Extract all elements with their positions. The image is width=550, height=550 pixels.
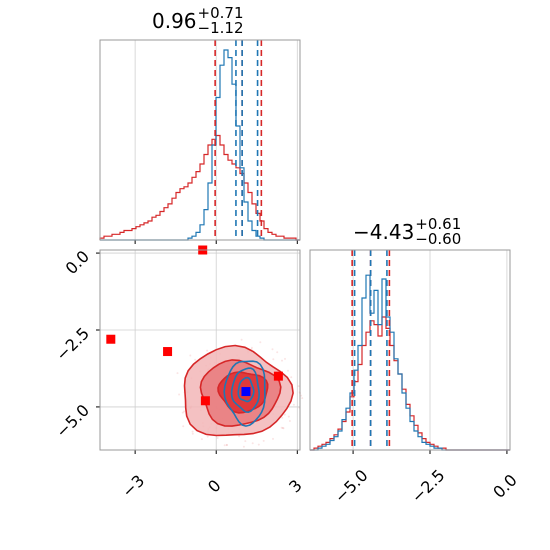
joint-sample-point [300, 394, 303, 397]
joint-sample-point [244, 440, 247, 443]
joint-x-label-0: −3 [118, 471, 148, 501]
joint-sample-point [206, 435, 209, 438]
param0-title-plus: +0.71 [197, 4, 244, 22]
joint-blue-marker-0 [241, 387, 251, 397]
joint-sample-point [281, 359, 283, 362]
joint-sample-point [292, 403, 295, 406]
joint-sample-point [191, 430, 194, 433]
joint-sample-point [287, 415, 290, 418]
joint-sample-point [251, 442, 254, 445]
param0-title-errors: +0.71 −1.12 [198, 6, 244, 36]
joint-sample-point [182, 425, 185, 428]
joint-sample-point [272, 358, 275, 361]
joint-blue-contour-2 [237, 376, 255, 403]
joint-sample-point [281, 427, 284, 429]
hist1-red-series [310, 316, 510, 451]
joint-sample-point [281, 416, 284, 419]
joint-sample-point [176, 372, 179, 375]
joint-sample-point [242, 445, 245, 448]
joint-sample-point [181, 411, 184, 414]
joint-sample-point [225, 444, 228, 447]
hist1-blue-series [310, 274, 510, 451]
joint-blue-contour-0 [223, 360, 266, 427]
joint-sample-point [250, 346, 253, 349]
param0-title-median: 0.96 [152, 9, 197, 33]
param0-title: 0.96 +0.71 −1.12 [152, 6, 244, 36]
param1-title-plus: +0.61 [415, 215, 462, 233]
hist1-x-label-1: −2.5 [408, 466, 449, 507]
joint-sample-point [276, 351, 279, 354]
joint-red-marker-2 [163, 347, 173, 357]
joint-sample-point [288, 420, 291, 422]
joint-y-label-2: −5.0 [52, 401, 93, 442]
joint-sample-point [178, 393, 181, 396]
param1-title: −4.43 +0.61 −0.60 [353, 217, 461, 247]
hist1-x-label-0: −5.0 [331, 466, 372, 507]
joint-sample-point [297, 385, 300, 388]
param1-title-median: −4.43 [353, 220, 415, 244]
joint-sample-point [280, 426, 283, 429]
joint-sample-point [189, 354, 192, 357]
joint-x-label-2: 3 [285, 476, 306, 497]
joint-sample-point [284, 357, 286, 360]
joint-sample-point [257, 443, 260, 446]
hist0-blue-series [100, 49, 300, 241]
joint-sample-point [225, 443, 228, 446]
hist0-frame [99, 39, 301, 241]
joint-y-label-0: 0.0 [62, 247, 93, 278]
joint-sample-point [282, 427, 285, 430]
joint-sample-point [238, 435, 241, 438]
joint-sample-point [290, 376, 293, 379]
joint-sample-point [262, 439, 265, 442]
joint-sample-point [301, 397, 304, 400]
joint-x-label-1: 0 [204, 476, 225, 497]
joint-sample-point [216, 437, 219, 439]
joint-sample-point [271, 348, 274, 351]
joint-red-marker-3 [200, 396, 210, 406]
joint-sample-point [283, 413, 286, 416]
joint-frame [99, 249, 301, 451]
joint-blue-contour-1 [230, 367, 261, 414]
histogram-param1-axes: −5.0 −2.5 0.0 [309, 249, 521, 507]
joint-red-marker-4 [273, 371, 283, 381]
param1-title-errors: +0.61 −0.60 [415, 217, 461, 247]
joint-sample-point [206, 349, 209, 352]
joint-sample-point [272, 437, 274, 440]
joint-sample-point [240, 338, 243, 341]
joint-red-marker-1 [106, 334, 116, 344]
joint-sample-point [194, 358, 197, 361]
joint-sample-point [287, 369, 289, 372]
histogram-param0-axes [99, 39, 301, 244]
param1-title-minus: −0.60 [415, 230, 462, 248]
joint-scatter-axes: −3 0 3 0.0 −2.5 −5.0 [52, 245, 306, 501]
hist1-x-label-2: 0.0 [489, 470, 520, 501]
joint-sample-point [191, 432, 194, 435]
hist1-frame [309, 249, 511, 451]
param0-title-minus: −1.12 [197, 19, 244, 37]
joint-sample-point [223, 444, 226, 447]
joint-sample-point [200, 438, 203, 441]
joint-sample-point [183, 410, 186, 413]
joint-sample-point [259, 341, 262, 344]
joint-y-label-1: −2.5 [52, 324, 93, 365]
